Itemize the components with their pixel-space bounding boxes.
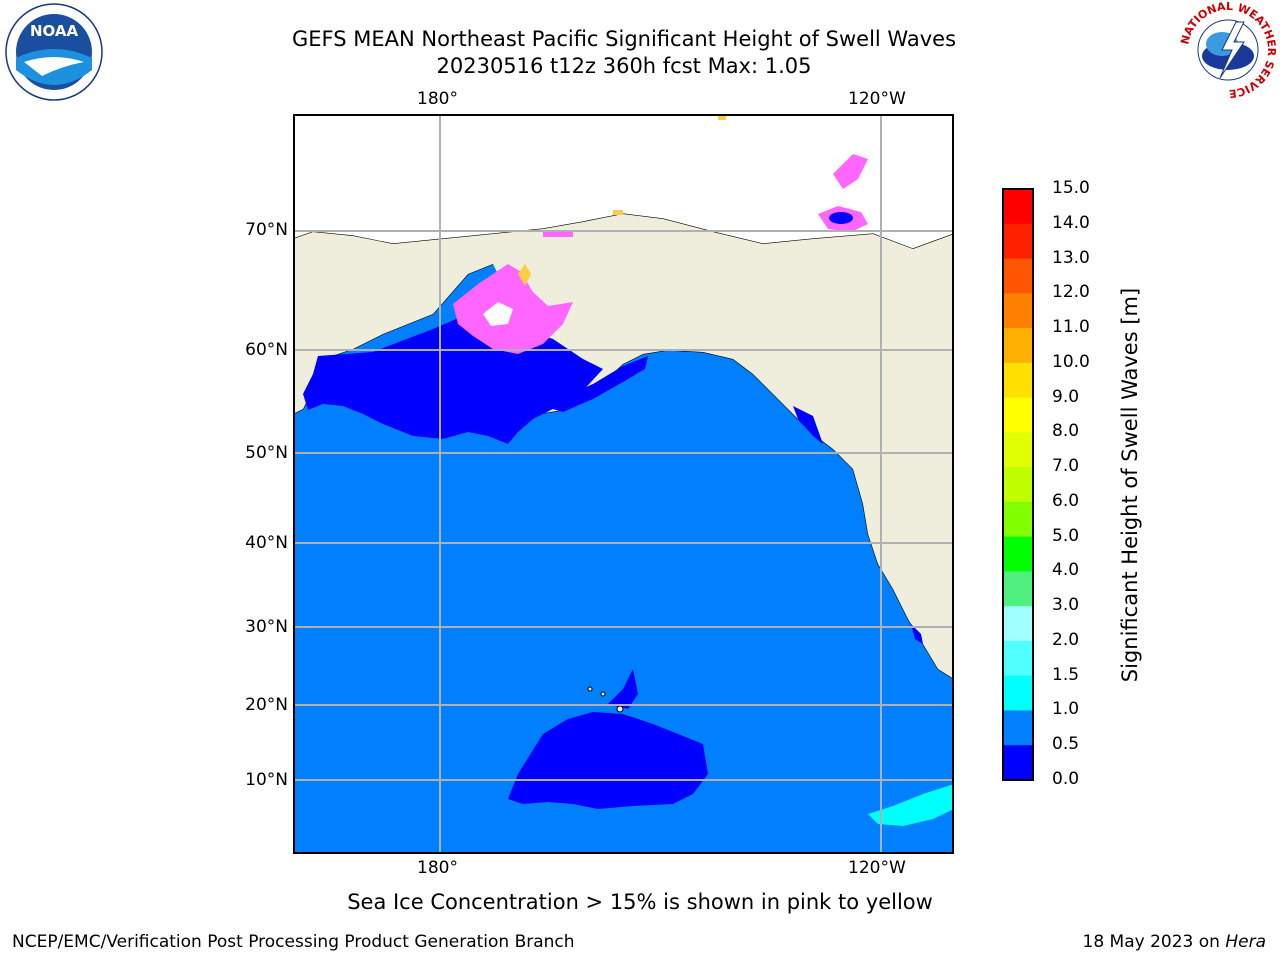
colorbar-segment	[1003, 536, 1033, 572]
low-swell-coast	[793, 406, 823, 444]
lat-label-70n: 70°N	[245, 220, 288, 240]
lon-label-top-120w: 120°W	[848, 89, 906, 109]
footer-date-text: 18 May 2023 on	[1082, 932, 1226, 952]
lat-label-60n: 60°N	[245, 340, 288, 360]
colorbar-tick-label: 6.0	[1052, 490, 1080, 511]
colorbar-tick-label: 2.0	[1052, 629, 1080, 650]
lat-label-50n: 50°N	[245, 443, 288, 463]
footer-date: 18 May 2023 on Hera	[1083, 932, 1267, 952]
colorbar-segment	[1003, 397, 1033, 433]
colorbar-segment	[1003, 223, 1033, 260]
lat-label-30n: 30°N	[245, 617, 288, 637]
colorbar-segment	[1003, 675, 1033, 711]
colorbar-tick-label: 4.0	[1052, 560, 1080, 581]
lat-label-20n: 20°N	[245, 695, 288, 715]
colorbar-tick-label: 12.0	[1052, 282, 1090, 303]
lon-label-bottom-180: 180°	[417, 858, 458, 878]
lon-label-top-180: 180°	[417, 89, 458, 109]
colorbar-tick-label: 7.0	[1052, 456, 1080, 477]
noaa-logo-text: NOAA	[30, 22, 79, 40]
colorbar-tick-label: 11.0	[1052, 317, 1090, 338]
colorbar-segment	[1003, 606, 1033, 642]
colorbar-segment	[1003, 258, 1033, 294]
noaa-logo: NOAA	[5, 3, 103, 101]
cyan-swell-patch	[868, 784, 954, 826]
colorbar-segment	[1003, 640, 1033, 677]
colorbar-segment	[1003, 328, 1033, 364]
colorbar-tick-label: 5.0	[1052, 525, 1080, 546]
colorbar	[1002, 188, 1034, 781]
colorbar-segment	[1003, 571, 1033, 607]
footer-branch: NCEP/EMC/Verification Post Processing Pr…	[12, 932, 575, 952]
sea-ice-note: Sea Ice Concentration > 15% is shown in …	[347, 890, 933, 914]
map-frame	[293, 114, 954, 854]
colorbar-tick-label: 8.0	[1052, 421, 1080, 442]
colorbar-tick-label: 3.0	[1052, 595, 1080, 616]
colorbar-tick-label: 0.0	[1052, 769, 1080, 789]
arctic-coast	[293, 114, 954, 249]
colorbar-segment	[1003, 362, 1033, 399]
swell-height-map	[293, 114, 954, 854]
lon-label-bottom-120w: 120°W	[848, 858, 906, 878]
colorbar-label: Significant Height of Swell Waves [m]	[1118, 287, 1142, 683]
colorbar-tick-label: 15.0	[1052, 178, 1090, 198]
colorbar-segment	[1003, 467, 1033, 503]
low-swell-gulf	[543, 356, 648, 412]
colorbar-tick-label: 1.5	[1052, 664, 1080, 685]
nws-logo: NATIONAL WEATHER SERVICE	[1178, 0, 1278, 100]
map-title: GEFS MEAN Northeast Pacific Significant …	[291, 27, 957, 51]
colorbar-tick-label: 1.0	[1052, 699, 1080, 720]
graticule	[293, 114, 954, 854]
colorbar-segment	[1003, 710, 1033, 746]
footer-host: Hera	[1225, 932, 1266, 952]
colorbar-segment	[1003, 501, 1033, 538]
lat-label-10n: 10°N	[245, 770, 288, 790]
colorbar-segment	[1003, 189, 1033, 225]
colorbar-tick-label: 9.0	[1052, 386, 1080, 407]
low-swell-hawaii	[508, 712, 708, 809]
colorbar-tick-label: 13.0	[1052, 247, 1090, 268]
colorbar-segment	[1003, 432, 1033, 468]
colorbar-segment	[1003, 745, 1033, 781]
colorbar-segment	[1003, 293, 1033, 329]
colorbar-tick-label: 14.0	[1052, 212, 1090, 233]
lat-label-40n: 40°N	[245, 533, 288, 553]
colorbar-tick-label: 10.0	[1052, 351, 1090, 372]
map-subtitle: 20230516 t12z 360h fcst Max: 1.05	[436, 54, 812, 78]
colorbar-tick-label: 0.5	[1052, 734, 1080, 755]
